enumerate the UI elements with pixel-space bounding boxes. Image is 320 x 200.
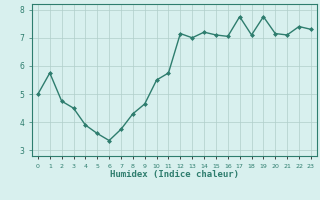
X-axis label: Humidex (Indice chaleur): Humidex (Indice chaleur): [110, 170, 239, 179]
